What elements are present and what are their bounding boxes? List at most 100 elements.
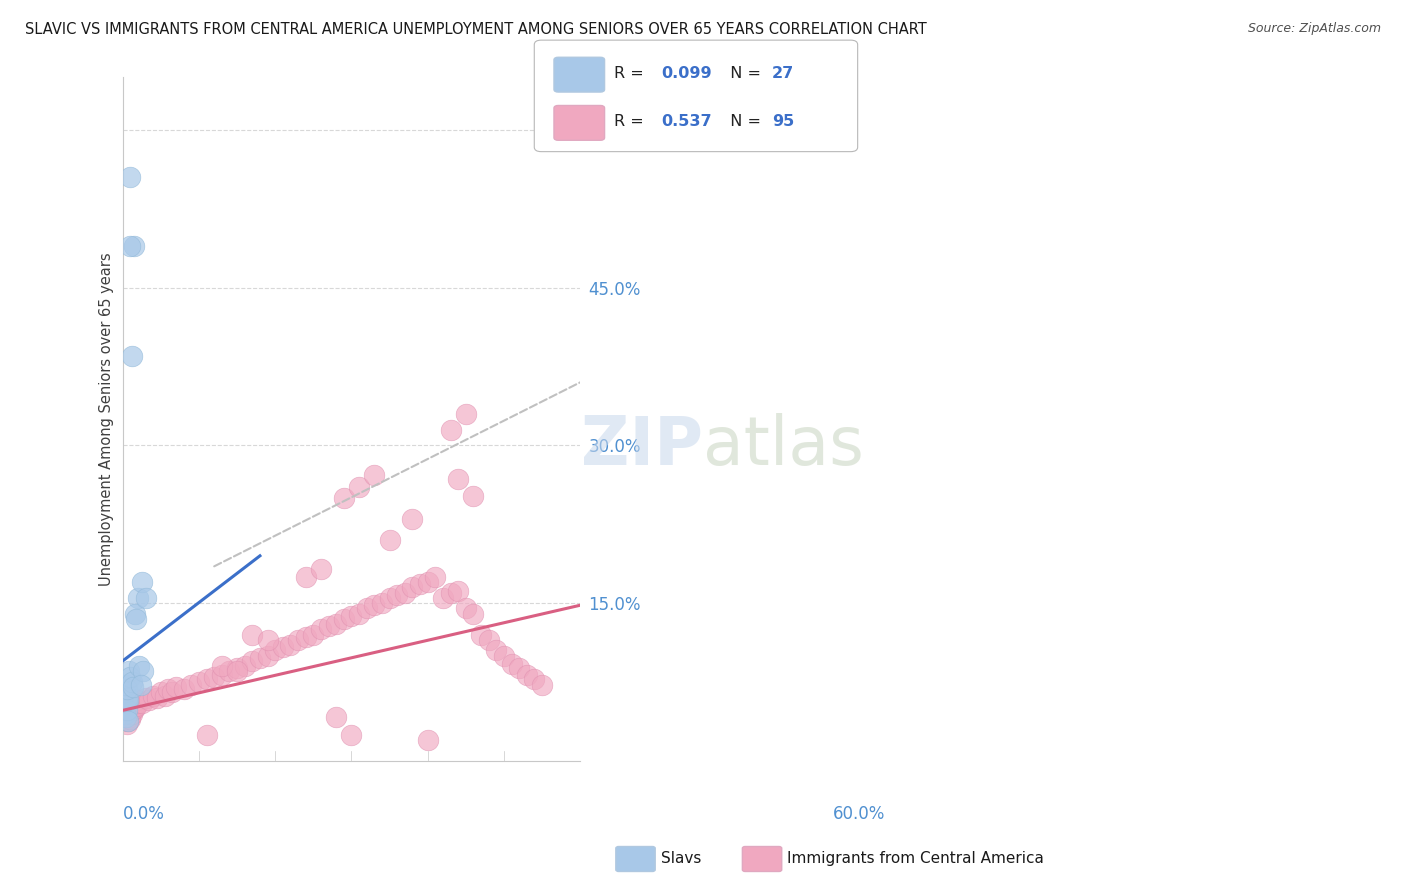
Point bbox=[378, 591, 401, 605]
Point bbox=[117, 712, 139, 726]
Point bbox=[325, 709, 347, 723]
Point bbox=[211, 659, 233, 673]
Point bbox=[425, 570, 447, 584]
Point bbox=[117, 693, 139, 707]
Point bbox=[439, 585, 461, 599]
Point bbox=[127, 693, 149, 707]
Point bbox=[120, 238, 142, 252]
Point bbox=[401, 580, 423, 594]
Point bbox=[120, 712, 142, 726]
Point bbox=[195, 672, 218, 686]
Point bbox=[120, 170, 142, 185]
Point bbox=[447, 583, 470, 598]
Point bbox=[439, 423, 461, 437]
Text: N =: N = bbox=[720, 114, 766, 129]
Point bbox=[309, 562, 332, 576]
Point bbox=[226, 661, 249, 675]
Text: 0.0%: 0.0% bbox=[122, 805, 165, 823]
Point bbox=[131, 575, 153, 590]
Text: R =: R = bbox=[614, 114, 650, 129]
Point bbox=[180, 678, 202, 692]
Point bbox=[356, 601, 378, 615]
Point bbox=[129, 678, 152, 692]
Point bbox=[120, 703, 142, 717]
Text: 95: 95 bbox=[772, 114, 794, 129]
Text: Source: ZipAtlas.com: Source: ZipAtlas.com bbox=[1247, 22, 1381, 36]
Point bbox=[121, 349, 143, 363]
Point bbox=[294, 570, 316, 584]
Point bbox=[114, 678, 136, 692]
Point bbox=[340, 727, 363, 741]
Point bbox=[347, 607, 370, 621]
Point bbox=[523, 672, 546, 686]
Point bbox=[454, 407, 477, 421]
Point bbox=[122, 699, 145, 714]
Point bbox=[470, 628, 492, 642]
Point bbox=[125, 699, 148, 714]
Point bbox=[416, 732, 439, 747]
Point bbox=[240, 628, 263, 642]
Point bbox=[124, 607, 146, 621]
Text: 60.0%: 60.0% bbox=[832, 805, 886, 823]
Point bbox=[256, 648, 278, 663]
Text: SLAVIC VS IMMIGRANTS FROM CENTRAL AMERICA UNEMPLOYMENT AMONG SENIORS OVER 65 YEA: SLAVIC VS IMMIGRANTS FROM CENTRAL AMERIC… bbox=[25, 22, 927, 37]
Point bbox=[131, 665, 153, 679]
Point bbox=[173, 682, 195, 697]
Point bbox=[218, 665, 240, 679]
Point bbox=[122, 680, 145, 694]
Point bbox=[233, 659, 256, 673]
Point bbox=[340, 608, 363, 623]
Point bbox=[131, 696, 153, 710]
Point bbox=[318, 619, 340, 633]
Point bbox=[463, 607, 485, 621]
Point bbox=[508, 661, 530, 675]
Point bbox=[387, 588, 409, 602]
Text: 0.099: 0.099 bbox=[661, 66, 711, 81]
Point bbox=[347, 480, 370, 494]
Text: R =: R = bbox=[614, 66, 650, 81]
Point bbox=[325, 617, 347, 632]
Point bbox=[127, 591, 149, 605]
Point bbox=[122, 238, 145, 252]
Point bbox=[162, 685, 184, 699]
Point bbox=[447, 472, 470, 486]
Point bbox=[115, 717, 138, 731]
Text: 0.537: 0.537 bbox=[661, 114, 711, 129]
Point bbox=[516, 667, 538, 681]
Point bbox=[394, 585, 416, 599]
Point bbox=[114, 709, 136, 723]
Point bbox=[124, 696, 146, 710]
Point bbox=[118, 709, 141, 723]
Point bbox=[124, 701, 146, 715]
Point bbox=[115, 690, 138, 705]
Point bbox=[153, 689, 176, 703]
Point bbox=[122, 703, 145, 717]
Point bbox=[117, 714, 139, 728]
Point bbox=[202, 670, 225, 684]
Point bbox=[121, 675, 143, 690]
Point bbox=[294, 630, 316, 644]
Point bbox=[287, 632, 309, 647]
Point bbox=[211, 667, 233, 681]
Point bbox=[432, 591, 454, 605]
Point bbox=[409, 577, 432, 591]
Text: atlas: atlas bbox=[703, 413, 863, 479]
Point bbox=[531, 678, 554, 692]
Point bbox=[485, 643, 508, 657]
Point bbox=[127, 696, 149, 710]
Point bbox=[125, 612, 148, 626]
Point bbox=[401, 512, 423, 526]
Point bbox=[454, 601, 477, 615]
Text: ZIP: ZIP bbox=[581, 413, 703, 479]
Point bbox=[280, 638, 302, 652]
Point bbox=[309, 623, 332, 637]
Point bbox=[120, 670, 142, 684]
Point bbox=[226, 665, 249, 679]
Point bbox=[121, 706, 143, 721]
Point bbox=[118, 665, 141, 679]
Text: N =: N = bbox=[720, 66, 766, 81]
Point bbox=[333, 491, 356, 505]
Text: Slavs: Slavs bbox=[661, 852, 702, 866]
Point bbox=[135, 591, 157, 605]
Point bbox=[117, 682, 139, 697]
